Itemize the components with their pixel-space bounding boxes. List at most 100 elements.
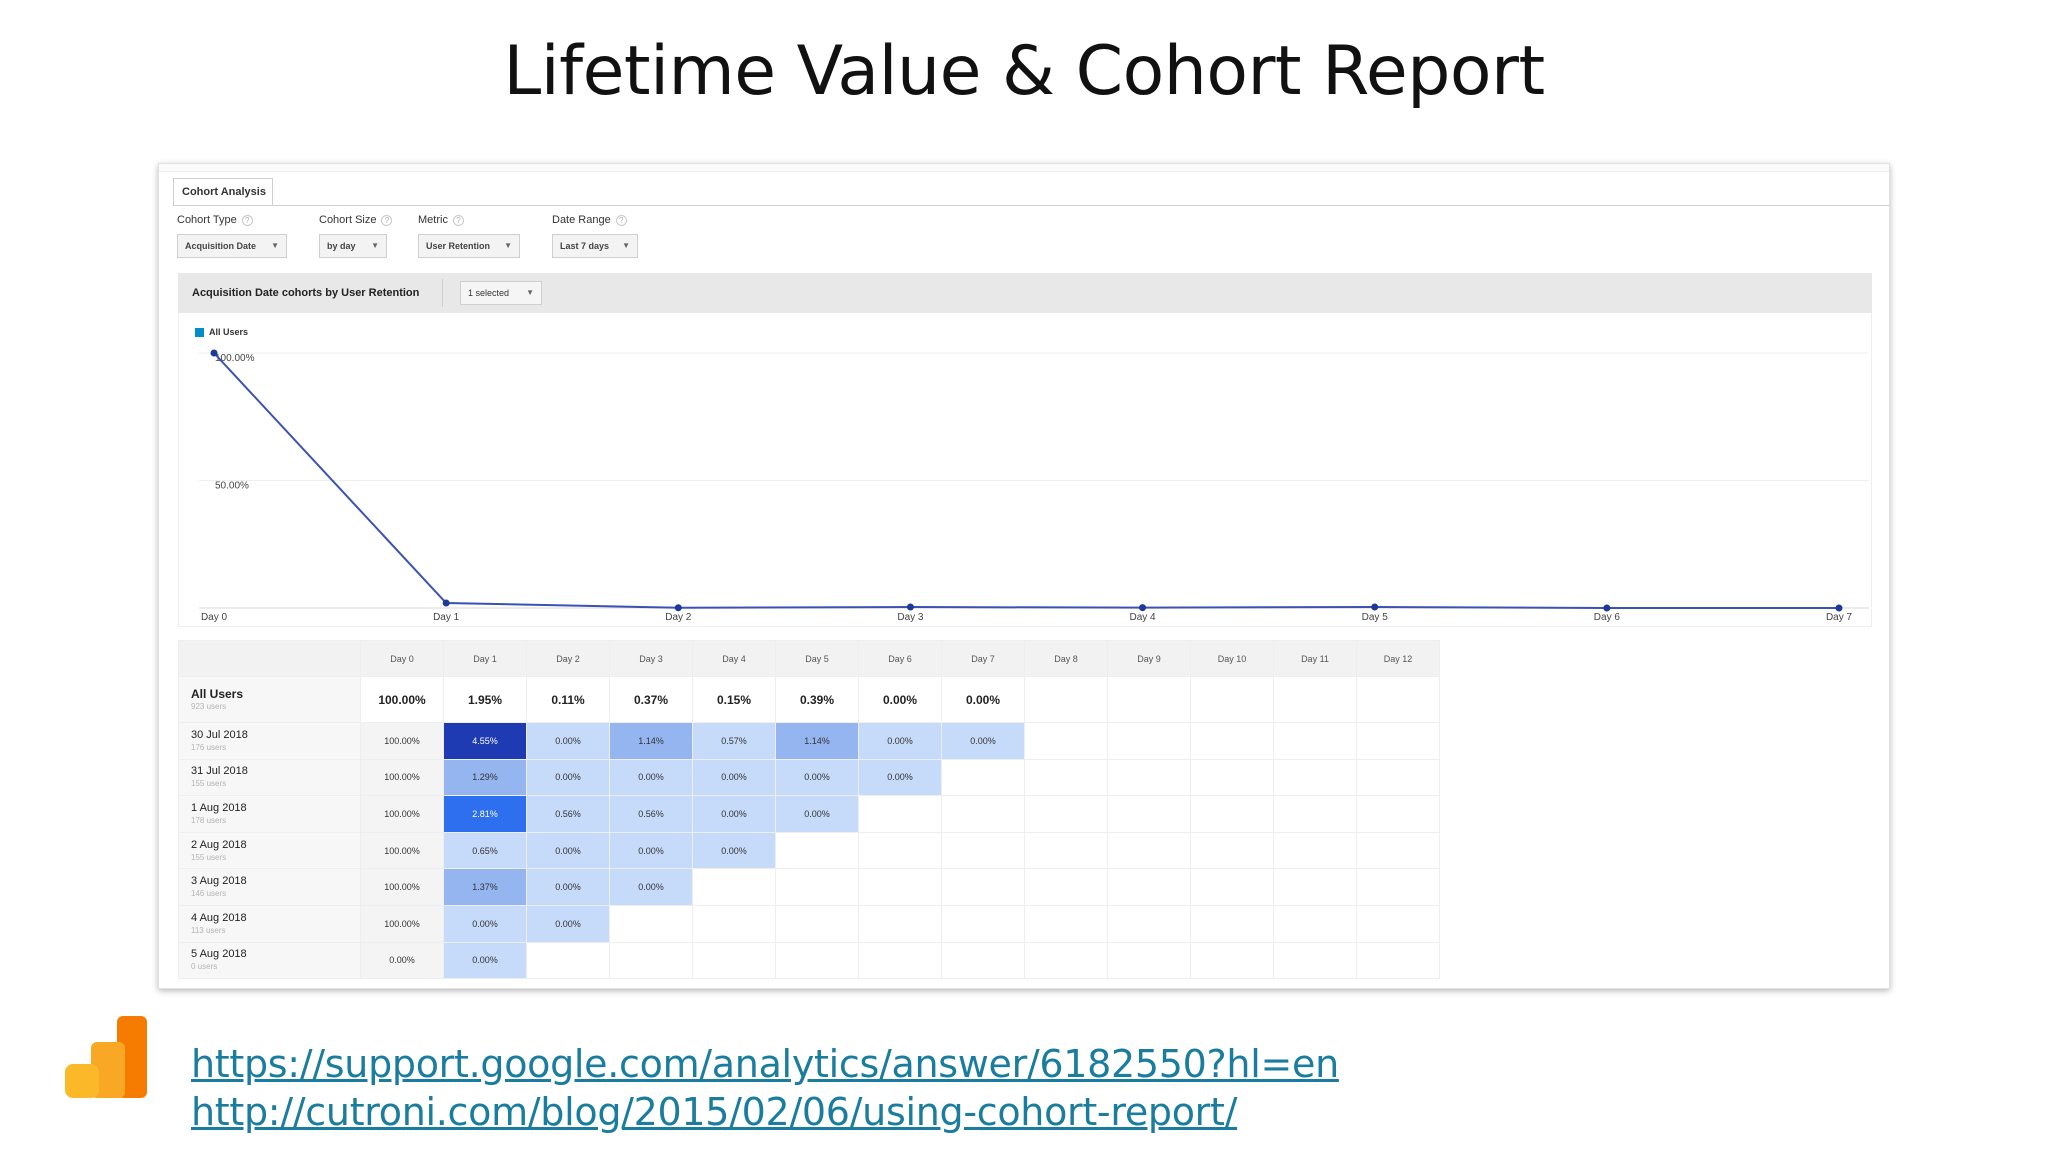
retention-cell[interactable]: 0.00%	[609, 831, 693, 870]
retention-cell[interactable]: 100.00%	[360, 722, 444, 760]
empty-cell	[1273, 904, 1357, 943]
empty-cell	[1107, 831, 1191, 870]
empty-cell	[941, 904, 1025, 943]
date-range-dropdown[interactable]: Last 7 days ▼	[552, 234, 638, 258]
empty-cell	[1356, 941, 1440, 980]
cohort-type-dropdown[interactable]: Acquisition Date ▼	[177, 234, 287, 258]
retention-cell[interactable]: 0.00%	[858, 758, 942, 797]
retention-cell[interactable]: 0.00%	[692, 831, 776, 870]
empty-cell	[1190, 831, 1274, 870]
empty-cell	[692, 904, 776, 943]
divider	[442, 279, 443, 307]
empty-cell	[1107, 941, 1191, 980]
y-tick-label: 50.00%	[215, 481, 249, 492]
metric-label: Metric?	[418, 214, 464, 226]
retention-cell[interactable]: 0.00%	[526, 904, 610, 943]
x-tick-label: Day 1	[433, 612, 460, 623]
column-header: Day 0	[360, 640, 444, 677]
google-analytics-logo	[65, 1016, 149, 1098]
caret-down-icon: ▼	[371, 241, 379, 250]
retention-cell[interactable]: 0.00%	[775, 758, 859, 797]
empty-cell	[1190, 904, 1274, 943]
retention-cell[interactable]: 0.00%	[526, 758, 610, 797]
retention-cell[interactable]: 100.00%	[360, 904, 444, 943]
empty-cell	[1024, 904, 1108, 943]
summary-cell: 100.00%	[360, 676, 444, 723]
retention-cell[interactable]: 100.00%	[360, 795, 444, 833]
column-header: Day 11	[1273, 640, 1357, 677]
cohort-name: 1 Aug 2018	[191, 801, 247, 814]
retention-cell[interactable]: 0.00%	[858, 722, 942, 760]
column-header: Day 4	[692, 640, 776, 677]
tab-cohort-analysis[interactable]: Cohort Analysis	[173, 178, 273, 206]
retention-cell[interactable]: 1.14%	[775, 722, 859, 760]
caret-down-icon: ▼	[526, 288, 534, 297]
retention-cell[interactable]: 4.55%	[443, 722, 527, 760]
data-point	[1603, 604, 1611, 612]
retention-cell[interactable]: 0.65%	[443, 831, 527, 870]
retention-cell[interactable]: 1.37%	[443, 868, 527, 906]
retention-cell[interactable]: 0.00%	[609, 868, 693, 906]
empty-cell	[1190, 868, 1274, 906]
retention-cell[interactable]: 100.00%	[360, 868, 444, 906]
retention-cell[interactable]: 0.00%	[443, 904, 527, 943]
row-label: 31 Jul 2018 155 users	[178, 758, 361, 797]
retention-cell[interactable]: 1.14%	[609, 722, 693, 760]
cohort-size: 0 users	[191, 962, 218, 972]
retention-cell[interactable]: 0.00%	[526, 722, 610, 760]
series-selector-dropdown[interactable]: 1 selected ▼	[460, 281, 542, 305]
chart-legend[interactable]: All Users	[195, 327, 248, 338]
row-label: 1 Aug 2018 178 users	[178, 795, 361, 833]
empty-cell	[692, 868, 776, 906]
support-google-link[interactable]: https://support.google.com/analytics/ans…	[191, 1042, 1339, 1086]
retention-cell[interactable]: 0.56%	[526, 795, 610, 833]
retention-cell[interactable]: 1.29%	[443, 758, 527, 797]
retention-cell[interactable]: 0.00%	[526, 868, 610, 906]
empty-cell	[1356, 676, 1440, 723]
metric-dropdown[interactable]: User Retention ▼	[418, 234, 520, 258]
cohort-size-dropdown[interactable]: by day ▼	[319, 234, 387, 258]
cohort-name: 31 Jul 2018	[191, 765, 248, 778]
empty-cell	[941, 795, 1025, 833]
row-label: 3 Aug 2018 146 users	[178, 868, 361, 906]
y-tick-label: 100.00%	[215, 353, 255, 364]
column-header: Day 3	[609, 640, 693, 677]
summary-cell: 0.37%	[609, 676, 693, 723]
retention-cell[interactable]: 0.00%	[526, 831, 610, 870]
empty-cell	[1107, 868, 1191, 906]
empty-cell	[1024, 758, 1108, 797]
empty-cell	[1356, 722, 1440, 760]
help-icon[interactable]: ?	[452, 214, 464, 226]
retention-cell[interactable]: 0.00%	[692, 758, 776, 797]
retention-cell[interactable]: 0.57%	[692, 722, 776, 760]
retention-cell[interactable]: 100.00%	[360, 831, 444, 870]
empty-cell	[526, 941, 610, 980]
cohort-size: 923 users	[191, 701, 227, 711]
summary-cell: 0.15%	[692, 676, 776, 723]
retention-cell[interactable]: 0.00%	[775, 795, 859, 833]
help-icon[interactable]: ?	[381, 214, 393, 226]
retention-cell[interactable]: 0.00%	[443, 941, 527, 980]
empty-cell	[609, 941, 693, 980]
empty-cell	[775, 831, 859, 870]
retention-cell[interactable]: 2.81%	[443, 795, 527, 833]
empty-cell	[941, 831, 1025, 870]
cutroni-blog-link[interactable]: http://cutroni.com/blog/2015/02/06/using…	[191, 1090, 1238, 1134]
help-icon[interactable]: ?	[615, 214, 627, 226]
empty-cell	[1273, 722, 1357, 760]
empty-cell	[775, 941, 859, 980]
table-row: 30 Jul 2018 176 users 100.00% 4.55% 0.00% 1.1…	[178, 722, 1440, 760]
data-point	[210, 349, 218, 357]
empty-cell	[1024, 941, 1108, 980]
retention-cell[interactable]: 100.00%	[360, 758, 444, 797]
empty-cell	[1273, 758, 1357, 797]
retention-cell[interactable]: 0.00%	[609, 758, 693, 797]
retention-cell[interactable]: 0.00%	[941, 722, 1025, 760]
empty-cell	[1190, 722, 1274, 760]
slide-title: Lifetime Value & Cohort Report	[503, 32, 1545, 111]
retention-cell[interactable]: 0.00%	[360, 941, 444, 980]
retention-cell[interactable]: 0.00%	[692, 795, 776, 833]
retention-cell[interactable]: 0.56%	[609, 795, 693, 833]
help-icon[interactable]: ?	[241, 214, 253, 226]
data-point	[906, 603, 914, 611]
